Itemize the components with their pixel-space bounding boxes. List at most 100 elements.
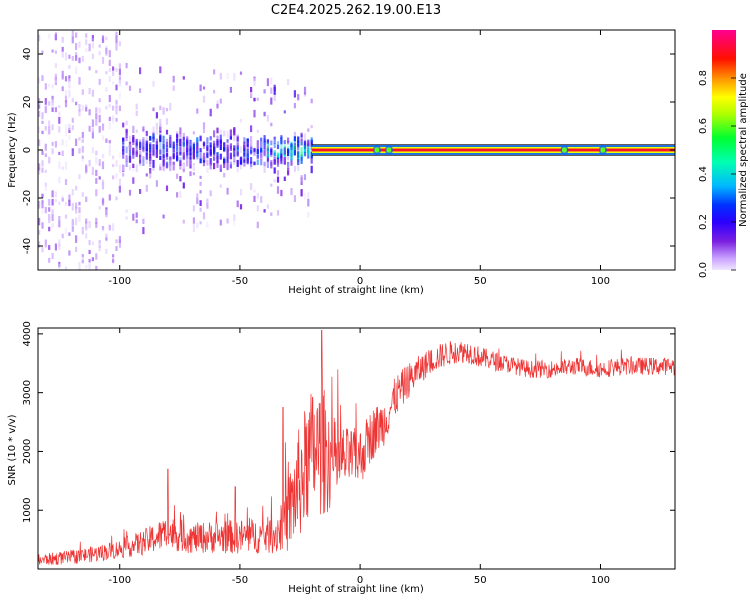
spectrogram-cell [300, 156, 303, 164]
spectrogram-cell [152, 159, 155, 168]
spectrogram-cell [125, 216, 128, 220]
spectrogram-cell [256, 97, 259, 101]
spectrogram-cell [176, 144, 179, 151]
spectrogram-cell [226, 130, 229, 139]
spectrogram-cell [91, 42, 94, 49]
spectrogram-cell [98, 247, 101, 252]
spectrogram-cell [300, 134, 303, 138]
spectrogram-cell [101, 198, 105, 204]
spectrogram-cell [253, 148, 256, 153]
spectrogram-cell [307, 140, 310, 146]
spectrogram-cell [54, 243, 57, 251]
colorbar: 0.0 0.2 0.4 0.6 0.8 Normalized spectral ampl… [698, 30, 749, 278]
spectrogram-cell [95, 70, 98, 74]
spectrogram-cell [75, 55, 78, 61]
spectrogram-cell [101, 197, 105, 205]
spectrogram-cell [91, 131, 94, 139]
spectrogram-cell [38, 241, 41, 248]
spectrogram-cell [54, 32, 57, 39]
spectrogram-cell [139, 142, 142, 149]
spectrogram-cell [61, 233, 64, 239]
spectrogram-cell [64, 227, 68, 235]
x-tick-label: 0 [357, 276, 363, 287]
spectrogram-cell [219, 134, 222, 142]
spectrogram-cell [202, 86, 206, 90]
spectrogram-cell [41, 167, 44, 173]
spectrogram-cell [263, 111, 266, 117]
spectrogram-cell [186, 141, 189, 149]
spectrogram-panel: -100 -50 0 50 100 -40 -20 0 20 40 Height of strai… [7, 29, 676, 296]
spectrogram-cell [75, 32, 78, 38]
spectrogram-cell [51, 49, 54, 53]
spectrogram-cell [293, 166, 296, 172]
spectrogram-cell [78, 57, 81, 64]
spectrogram-cell [48, 226, 51, 232]
spectrogram-cell [310, 140, 313, 147]
spectrogram-cell [202, 122, 206, 129]
spectrogram-cell [300, 154, 303, 159]
spectrogram-cell [253, 77, 256, 86]
spectrogram-cell [216, 155, 219, 164]
spectrogram-cell [58, 111, 61, 116]
spectrogram-cell [310, 152, 313, 158]
spectrogram-cell [202, 152, 206, 161]
spectrogram-cell [219, 184, 222, 188]
spectrogram-cell [260, 137, 263, 145]
spectrogram-cell [75, 202, 78, 209]
spectrogram-cell [216, 140, 219, 148]
spectrogram-cell [38, 163, 41, 171]
spectrogram-cell [149, 135, 152, 141]
spectrogram-cell [85, 226, 88, 232]
spectrogram-cell [159, 141, 162, 149]
spectrogram-cell [293, 150, 296, 156]
spectrogram-cell [310, 165, 313, 174]
spectrogram-cell [182, 147, 185, 154]
snr-panel: -100 -50 0 50 100 1000 2000 3000 4000 Height of … [7, 321, 676, 595]
spectrogram-cell [122, 172, 125, 177]
spectrogram-cell [250, 157, 253, 164]
spectrogram-cell [81, 192, 84, 197]
spectrogram-cell [290, 146, 293, 151]
spectrogram-cell [118, 185, 121, 193]
spectrogram-cell [196, 146, 199, 150]
spectrogram-cell [206, 147, 209, 152]
spectrogram-cell [81, 139, 84, 143]
spectrogram-cell [202, 142, 206, 147]
spectrogram-cell [88, 87, 91, 95]
spectrogram-cell [78, 261, 81, 268]
spectrogram-cell [226, 162, 229, 171]
spectrogram-cell [88, 125, 91, 132]
spectrogram-cell [266, 204, 269, 209]
spectrogram-cell [213, 155, 216, 161]
spectrogram-cell [78, 104, 81, 112]
spectrogram-cell [78, 109, 81, 117]
spectrogram-cell [273, 179, 276, 183]
spectrogram-cell [95, 169, 98, 176]
spectrogram-cell [206, 154, 209, 159]
spectrogram-cell [192, 165, 195, 170]
spectrogram-cell [38, 139, 41, 146]
spectrogram-cell [179, 146, 182, 155]
spectrogram-cell [88, 264, 91, 270]
spectrogram-cell [85, 265, 88, 269]
spectrogram-cell [128, 135, 132, 144]
spectrogram-cell [273, 152, 276, 157]
spectrogram-cell [256, 154, 259, 160]
spectrogram-cell [118, 76, 121, 84]
spectrogram-cell [159, 164, 162, 171]
spectrogram-cell [260, 196, 263, 203]
spectrogram-cell [223, 147, 226, 152]
spectrogram-cell [58, 220, 61, 228]
spectrogram-cell [155, 138, 158, 143]
spectrogram-cell [139, 67, 142, 75]
spectrogram-cell [239, 189, 243, 196]
spectrogram-cell [81, 131, 84, 139]
spectrogram-cell [270, 212, 273, 216]
spectrogram-cell [48, 33, 51, 39]
spectrogram-cell [270, 161, 273, 169]
spectrogram-cell [165, 145, 169, 153]
spectrogram-cell [223, 142, 226, 150]
spectrogram-cell [152, 133, 155, 139]
spectrogram-cell [88, 258, 91, 263]
spectrogram-cell [149, 142, 152, 147]
